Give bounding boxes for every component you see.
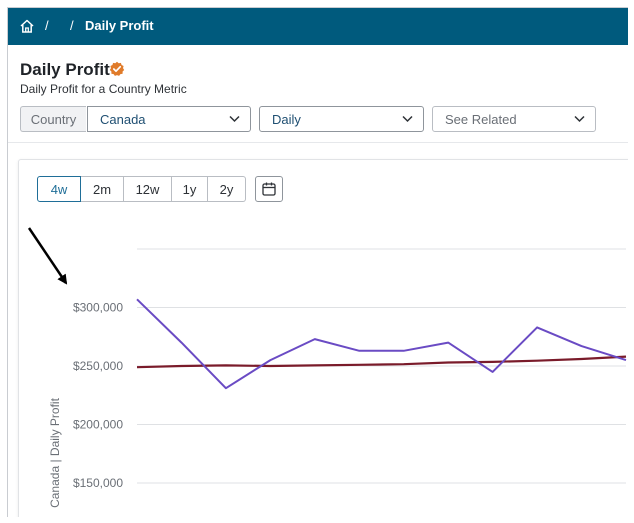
see-related-placeholder: See Related: [445, 111, 517, 127]
country-label: Country: [20, 106, 86, 132]
verified-badge-icon: [109, 61, 125, 76]
y-tick-label: $150,000: [73, 476, 123, 490]
chevron-down-icon: [402, 115, 413, 123]
time-range-selector: 4w 2m 12w 1y 2y: [37, 176, 246, 202]
range-button-2y[interactable]: 2y: [208, 176, 246, 202]
annotation-arrow: [27, 227, 68, 285]
page-title: Daily Profit: [20, 60, 110, 79]
country-select-value: Canada: [100, 111, 146, 127]
chevron-down-icon: [574, 115, 585, 123]
divider: [8, 142, 628, 143]
breadcrumb-separator: /: [70, 18, 74, 33]
home-icon[interactable]: [19, 18, 35, 34]
y-tick-label: $200,000: [73, 418, 123, 432]
see-related-select[interactable]: See Related: [432, 106, 596, 132]
calendar-icon: [262, 182, 276, 196]
country-select[interactable]: Canada: [87, 106, 251, 132]
range-button-12w[interactable]: 12w: [124, 176, 172, 202]
y-tick-label: $250,000: [73, 359, 123, 373]
breadcrumb-current: Daily Profit: [85, 18, 154, 33]
series-line-trend: [136, 355, 627, 369]
series-line-actual: [136, 298, 627, 390]
date-picker-button[interactable]: [255, 176, 283, 202]
page-subtitle: Daily Profit for a Country Metric: [20, 82, 187, 96]
range-button-1y[interactable]: 1y: [172, 176, 208, 202]
range-button-2m[interactable]: 2m: [81, 176, 124, 202]
granularity-select-value: Daily: [272, 111, 301, 127]
breadcrumb-separator: /: [45, 18, 49, 33]
granularity-select[interactable]: Daily: [259, 106, 424, 132]
top-nav-bar: / / Daily Profit: [8, 8, 628, 45]
range-button-4w[interactable]: 4w: [37, 176, 81, 202]
chevron-down-icon: [229, 115, 240, 123]
y-tick-label: $300,000: [73, 301, 123, 315]
y-axis-label: Canada | Daily Profit: [48, 397, 62, 508]
